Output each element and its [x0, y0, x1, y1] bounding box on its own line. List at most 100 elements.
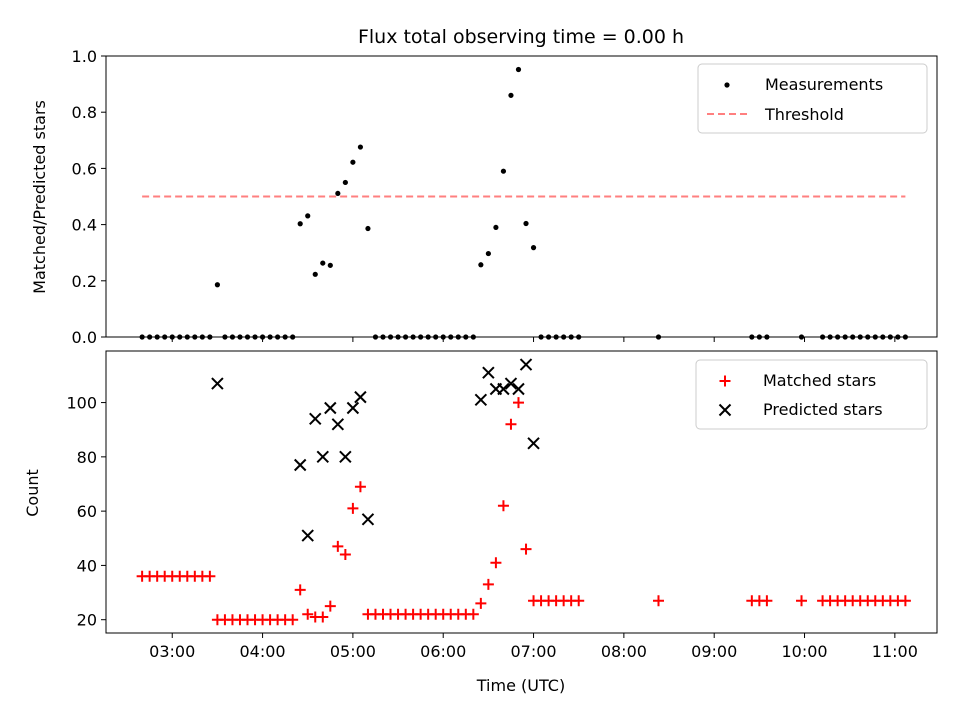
- predicted-point: [519, 358, 533, 371]
- bottom-x-tick-label: 03:00: [149, 642, 195, 661]
- bottom-x-tick-label: 09:00: [691, 642, 737, 661]
- matched-point: [482, 578, 494, 590]
- bottom-x-tick-label: 10:00: [781, 642, 827, 661]
- top-y-axis-label: Matched/Predicted stars: [30, 100, 49, 294]
- predicted-point: [293, 458, 307, 472]
- bottom-y-axis-label: Count: [23, 469, 42, 517]
- x-axis-label: Time (UTC): [476, 676, 565, 695]
- matched-point: [339, 549, 351, 561]
- bottom-x-tick-label: 06:00: [420, 642, 466, 661]
- predicted-point: [301, 529, 314, 542]
- measurement-point: [305, 213, 311, 219]
- matched-point: [520, 543, 532, 555]
- predicted-point: [324, 401, 337, 415]
- measurement-point: [312, 271, 318, 277]
- legend-measurements-marker: [724, 82, 730, 88]
- top-y-tick-label: 0.2: [72, 272, 97, 291]
- measurement-point: [515, 66, 522, 73]
- matched-point: [573, 595, 585, 607]
- measurement-point: [320, 260, 326, 266]
- bottom-x-tick-label: 07:00: [510, 642, 556, 661]
- bottom-y-tick-label: 20: [77, 611, 97, 630]
- top-y-tick-label: 0.4: [72, 216, 97, 235]
- bottom-x-tick-label: 04:00: [240, 642, 286, 661]
- matched-point: [761, 595, 773, 607]
- top-y-tick-label: 1.0: [72, 47, 97, 66]
- bottom-y-tick-label: 60: [77, 502, 97, 521]
- bottom-x-tick-label: 08:00: [601, 642, 647, 661]
- bottom-plot-frame: [105, 350, 938, 634]
- predicted-point: [482, 366, 495, 379]
- measurement-point: [485, 250, 491, 257]
- top-y-tick-label: 0.0: [72, 328, 97, 347]
- predicted-point: [354, 390, 367, 404]
- measurement-point: [508, 92, 514, 98]
- matched-point: [497, 500, 509, 512]
- measurement-point: [493, 224, 499, 231]
- measurement-point: [478, 262, 484, 268]
- top-legend-box: [697, 63, 928, 134]
- measurement-point: [297, 221, 303, 227]
- predicted-point: [211, 377, 224, 390]
- matched-point: [467, 608, 479, 620]
- bottom-x-tick-label: 11:00: [872, 642, 918, 661]
- top-y-tick-label: 0.6: [72, 159, 97, 178]
- measurement-point: [327, 262, 333, 268]
- bottom-y-tick-label: 100: [66, 394, 97, 413]
- legend-predicted-label: Predicted stars: [763, 400, 883, 419]
- matched-point: [490, 557, 502, 569]
- legend-threshold-label: Threshold: [764, 105, 844, 124]
- bottom-legend: Matched stars Predicted stars: [695, 359, 928, 430]
- measurement-point: [357, 144, 364, 150]
- predicted-point: [504, 377, 518, 390]
- measurement-point: [365, 225, 371, 232]
- measurement-point: [214, 282, 221, 288]
- legend-matched-marker: [719, 375, 731, 387]
- matched-point: [899, 595, 911, 607]
- predicted-point: [497, 382, 510, 396]
- predicted-point: [331, 418, 345, 431]
- top-plot-frame: [105, 55, 938, 338]
- matched-point: [652, 595, 664, 607]
- predicted-point: [346, 401, 360, 415]
- bottom-y-tick-label: 40: [77, 556, 97, 575]
- predicted-point: [316, 450, 329, 464]
- matched-point: [796, 595, 808, 607]
- bottom-x-tick-label: 05:00: [330, 642, 376, 661]
- top-legend: Measurements Threshold: [697, 63, 928, 134]
- matched-point: [302, 608, 314, 620]
- matched-point: [317, 611, 329, 623]
- legend-measurements-label: Measurements: [765, 75, 883, 94]
- matched-point: [332, 540, 344, 552]
- measurement-point: [342, 179, 348, 186]
- predicted-point: [309, 412, 322, 426]
- matched-point: [294, 584, 306, 596]
- matched-point: [324, 600, 336, 612]
- matched-point: [475, 597, 487, 609]
- bottom-panel: 20 40 60 80 100 03:00 04:00 05:00 06:00 07:00 08:0…: [66, 350, 938, 661]
- matched-point: [347, 502, 359, 514]
- measurement-point: [335, 190, 341, 197]
- measurement-point: [500, 168, 507, 174]
- top-y-tick-label: 0.8: [72, 103, 97, 122]
- predicted-point: [512, 382, 525, 396]
- predicted-point: [527, 437, 540, 450]
- top-panel: 0.0 0.2 0.4 0.6 0.8 1.0 Measurements Threshold: [72, 47, 938, 347]
- predicted-point: [361, 513, 375, 526]
- matched-point: [505, 418, 517, 430]
- predicted-point: [339, 450, 352, 464]
- bottom-legend-box: [695, 359, 928, 430]
- matched-point: [354, 481, 366, 493]
- matched-point: [512, 397, 524, 409]
- matched-point: [204, 570, 216, 582]
- measurement-point: [350, 159, 356, 165]
- measurement-point: [530, 245, 537, 251]
- matched-point: [287, 614, 299, 626]
- measurement-point: [523, 220, 529, 227]
- legend-predicted-marker: [718, 403, 732, 417]
- bottom-y-tick-label: 80: [77, 448, 97, 467]
- predicted-point: [474, 393, 488, 407]
- legend-matched-label: Matched stars: [763, 371, 876, 390]
- chart-title: Flux total observing time = 0.00 h: [358, 26, 684, 48]
